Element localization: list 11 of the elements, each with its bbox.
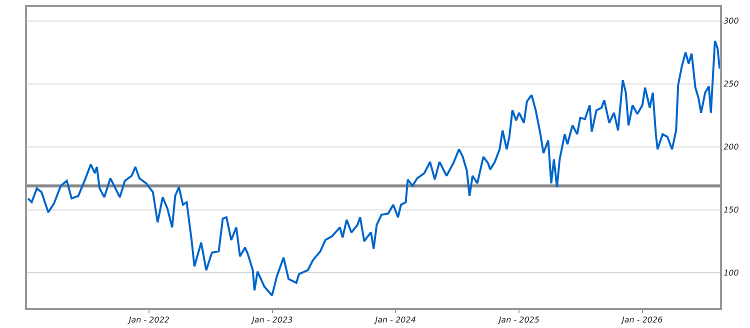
line-series [27, 40, 720, 296]
x-tick-label: Jan - 2026 [620, 316, 663, 325]
x-tick-label: Jan - 2025 [496, 316, 540, 325]
y-tick-label: 150 [724, 206, 739, 215]
y-tick-label: 200 [724, 142, 739, 152]
y-tick-label: 300 [724, 16, 739, 26]
y-tick-label: 250 [724, 80, 739, 89]
x-tick-label: Jan - 2023 [250, 316, 293, 325]
x-tick-label: Jan - 2022 [126, 316, 170, 325]
x-tick-label: Jan - 2024 [373, 316, 416, 325]
y-tick-label: 100 [724, 268, 739, 278]
